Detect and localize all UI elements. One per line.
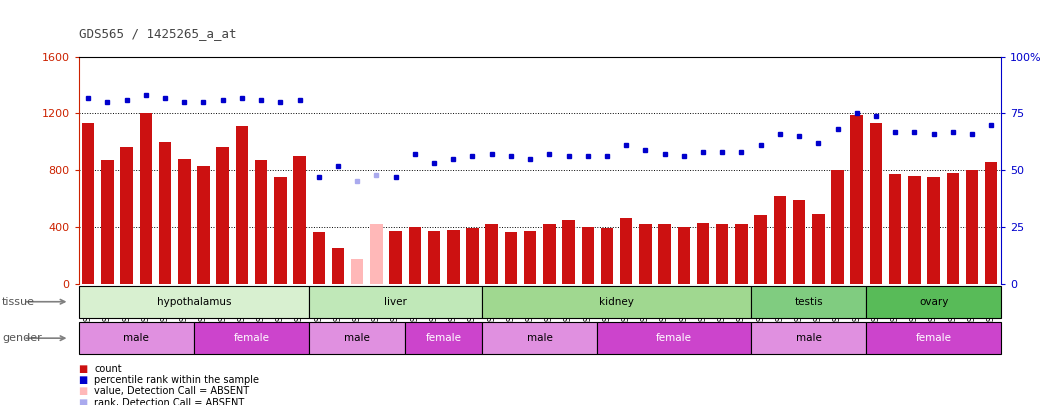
Bar	[236, 126, 248, 284]
Bar	[751, 286, 867, 318]
Text: gender: gender	[2, 333, 42, 343]
Text: tissue: tissue	[2, 297, 35, 307]
Bar	[867, 322, 1001, 354]
Bar	[505, 232, 517, 284]
Bar	[409, 227, 421, 284]
Bar	[524, 231, 537, 284]
Text: count: count	[94, 364, 122, 373]
Bar	[79, 322, 194, 354]
Bar	[543, 224, 555, 284]
Bar	[793, 200, 805, 284]
Bar	[79, 286, 309, 318]
Bar	[309, 322, 406, 354]
Bar	[197, 166, 210, 284]
Bar	[428, 231, 440, 284]
Bar	[658, 224, 671, 284]
Bar	[485, 224, 498, 284]
Text: GDS565 / 1425265_a_at: GDS565 / 1425265_a_at	[79, 28, 236, 40]
Text: percentile rank within the sample: percentile rank within the sample	[94, 375, 259, 385]
Bar	[966, 170, 978, 284]
Bar	[482, 322, 597, 354]
Bar	[736, 224, 747, 284]
Bar	[716, 224, 728, 284]
Bar	[351, 260, 364, 284]
Text: ovary: ovary	[919, 297, 948, 307]
Bar	[755, 215, 767, 284]
Bar	[293, 156, 306, 284]
Bar	[909, 176, 920, 284]
Text: value, Detection Call = ABSENT: value, Detection Call = ABSENT	[94, 386, 249, 396]
Bar	[482, 286, 751, 318]
Bar	[597, 322, 751, 354]
Text: liver: liver	[385, 297, 407, 307]
Bar	[985, 162, 998, 284]
Bar	[582, 227, 594, 284]
Text: ■: ■	[79, 375, 88, 385]
Bar	[312, 232, 325, 284]
Bar	[870, 123, 882, 284]
Bar	[620, 218, 632, 284]
Bar	[678, 227, 690, 284]
Bar	[309, 286, 482, 318]
Text: testis: testis	[794, 297, 823, 307]
Bar	[102, 160, 113, 284]
Bar	[390, 231, 401, 284]
Bar	[406, 322, 482, 354]
Bar	[178, 159, 191, 284]
Bar	[889, 174, 901, 284]
Bar	[447, 230, 459, 284]
Bar	[217, 147, 228, 284]
Bar	[563, 220, 574, 284]
Bar	[773, 196, 786, 284]
Text: hypothalamus: hypothalamus	[156, 297, 232, 307]
Text: male: male	[527, 333, 552, 343]
Bar	[601, 228, 613, 284]
Bar	[466, 228, 479, 284]
Bar	[946, 173, 959, 284]
Bar	[370, 224, 383, 284]
Text: female: female	[656, 333, 693, 343]
Text: male: male	[344, 333, 370, 343]
Bar	[851, 115, 863, 284]
Bar	[82, 123, 94, 284]
Bar	[751, 322, 867, 354]
Text: kidney: kidney	[599, 297, 634, 307]
Text: female: female	[916, 333, 952, 343]
Bar	[831, 170, 844, 284]
Bar	[139, 113, 152, 284]
Text: ■: ■	[79, 398, 88, 405]
Bar	[927, 177, 940, 284]
Bar	[121, 147, 133, 284]
Bar	[812, 214, 825, 284]
Bar	[332, 248, 344, 284]
Text: male: male	[124, 333, 149, 343]
Text: female: female	[234, 333, 269, 343]
Bar	[639, 224, 652, 284]
Text: ■: ■	[79, 364, 88, 373]
Bar	[697, 223, 709, 284]
Bar	[255, 160, 267, 284]
Text: rank, Detection Call = ABSENT: rank, Detection Call = ABSENT	[94, 398, 244, 405]
Bar	[194, 322, 309, 354]
Bar	[159, 142, 171, 284]
Bar	[867, 286, 1001, 318]
Text: ■: ■	[79, 386, 88, 396]
Text: female: female	[425, 333, 462, 343]
Bar	[275, 177, 286, 284]
Text: male: male	[795, 333, 822, 343]
